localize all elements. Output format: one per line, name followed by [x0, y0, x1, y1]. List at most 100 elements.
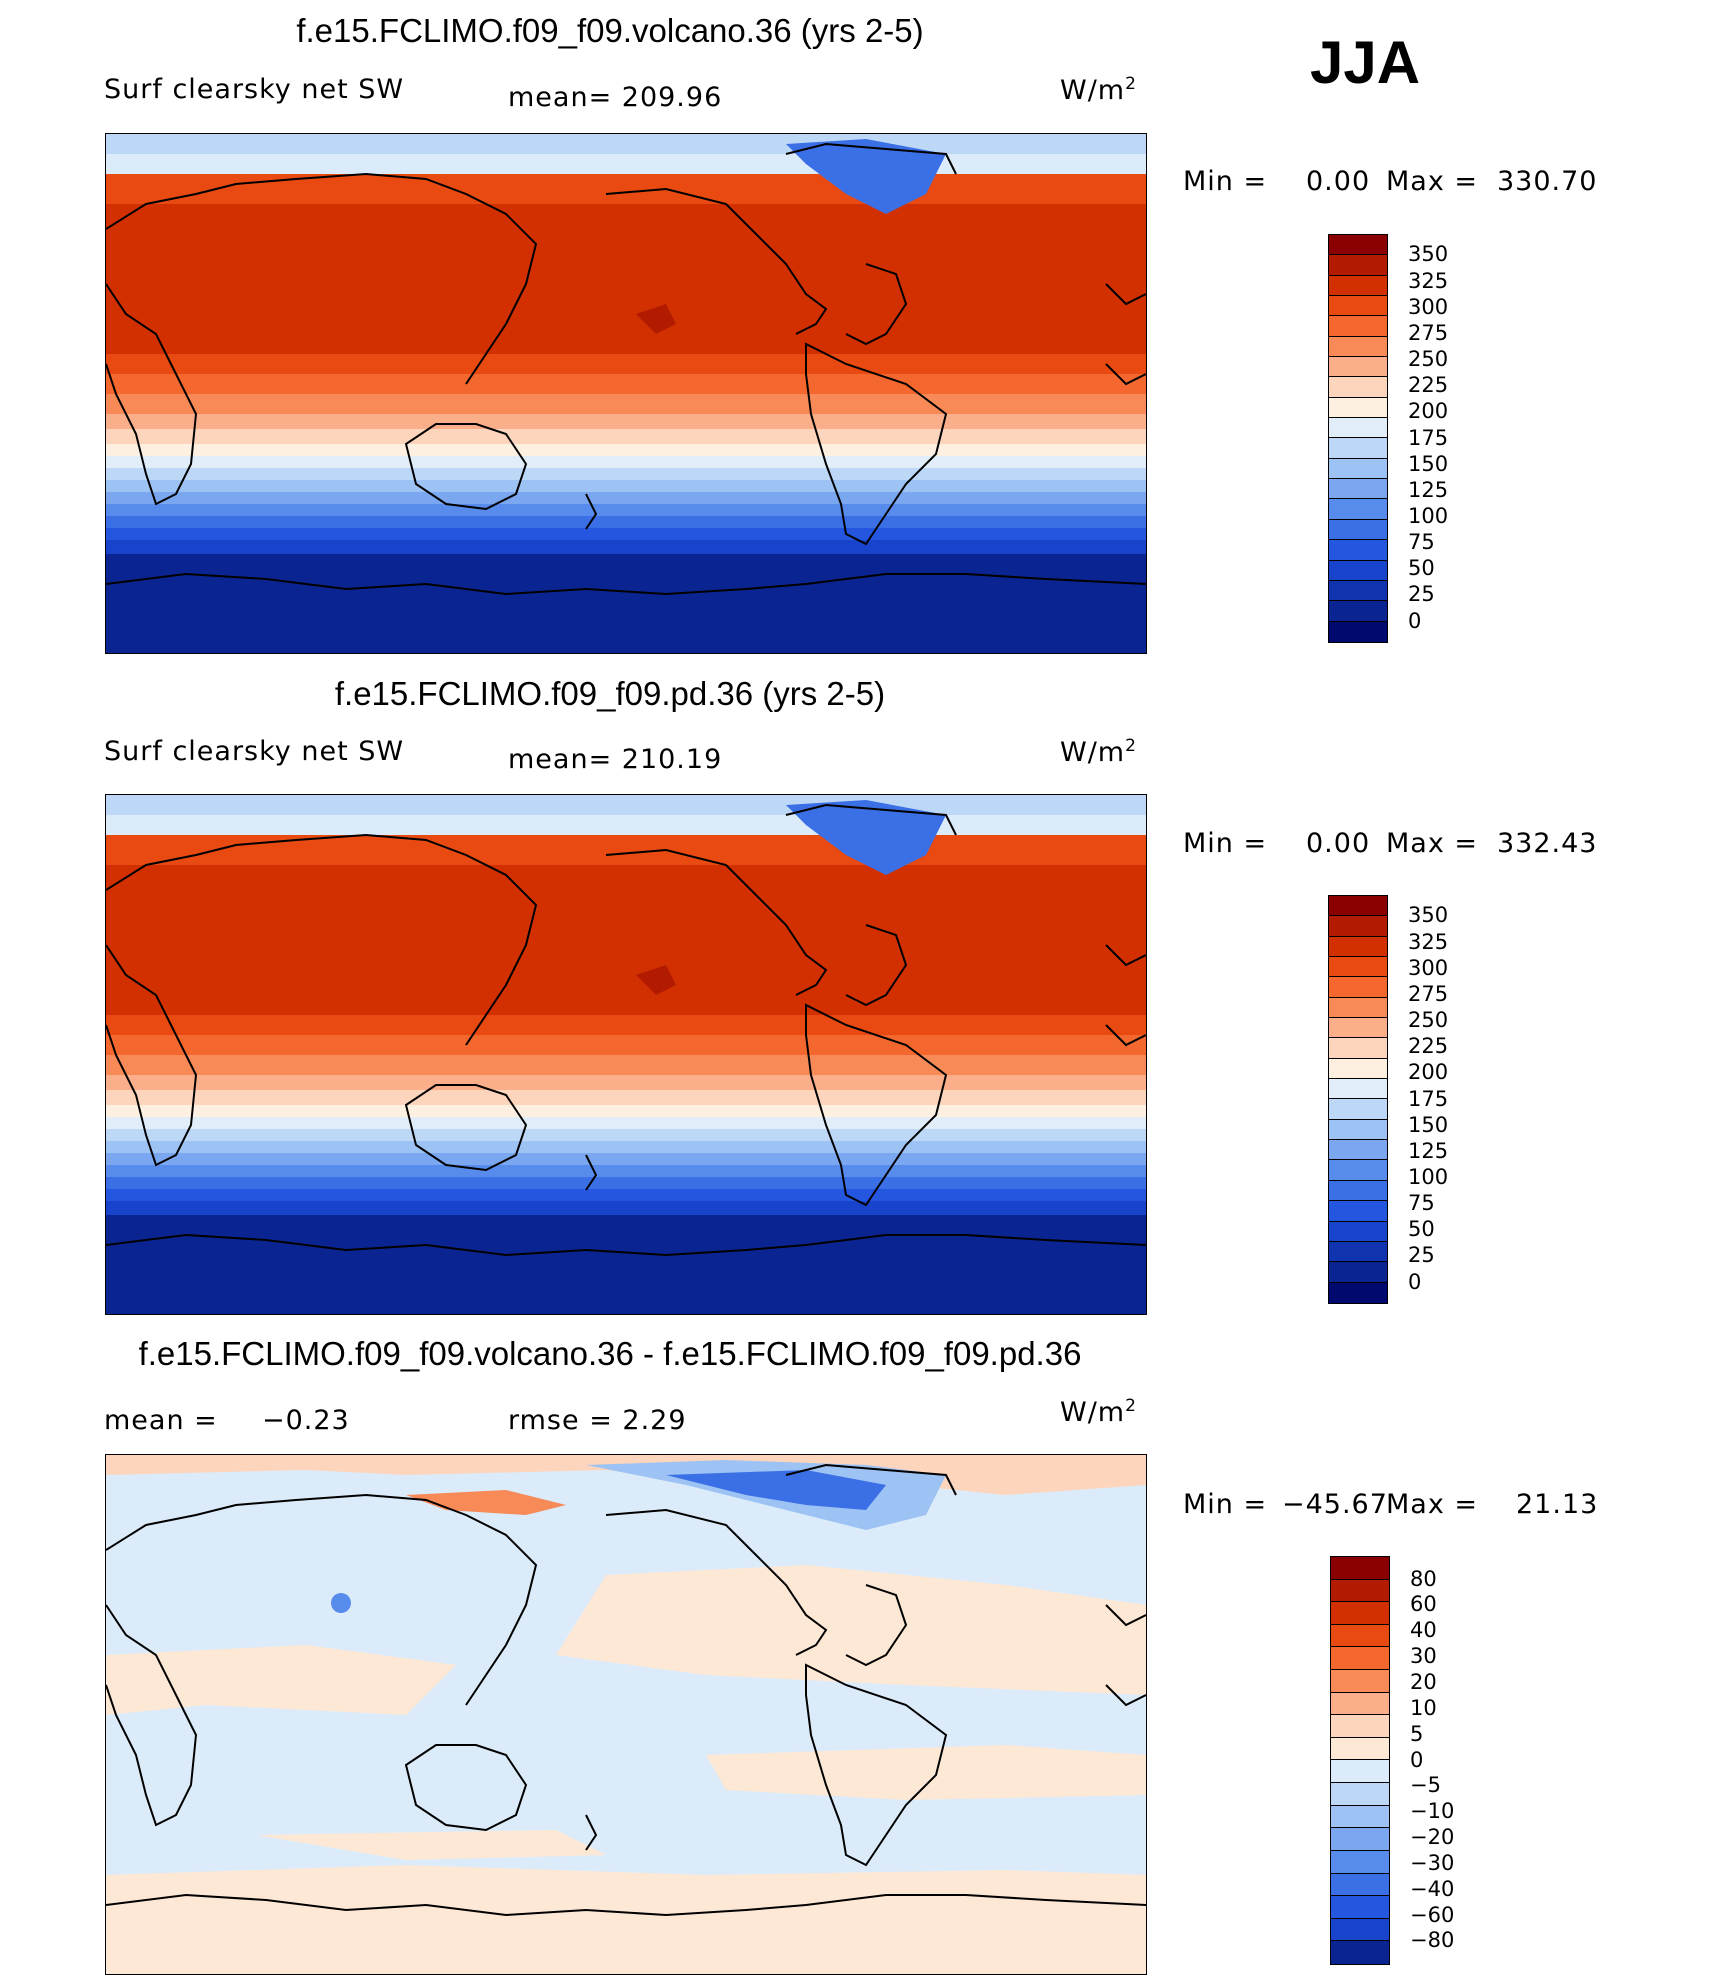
colorbar-label: −5 — [1410, 1773, 1441, 1798]
colorbar-segment — [1331, 1624, 1389, 1648]
panel3-max-label: Max = — [1386, 1489, 1479, 1520]
colorbar-segment — [1329, 1058, 1387, 1080]
panel2-colorbar — [1328, 895, 1388, 1304]
panel3-max-value: 21.13 — [1516, 1489, 1599, 1520]
colorbar-label: 150 — [1408, 451, 1449, 476]
colorbar-label: 150 — [1408, 1112, 1449, 1137]
colorbar-label: 175 — [1408, 1086, 1449, 1111]
panel3-min-label: Min = — [1183, 1489, 1268, 1520]
colorbar-segment — [1329, 1262, 1387, 1283]
colorbar-label: 100 — [1408, 503, 1449, 528]
colorbar-segment — [1331, 1873, 1389, 1897]
colorbar-segment — [1329, 438, 1387, 459]
colorbar-segment — [1329, 1201, 1387, 1222]
panel1-variable: Surf clearsky net SW — [104, 74, 405, 105]
panel1-units: W/m2 — [1060, 74, 1137, 106]
colorbar-label: 300 — [1408, 294, 1449, 319]
colorbar-label: 10 — [1410, 1695, 1437, 1720]
panel2-max-value: 332.43 — [1497, 828, 1598, 859]
panel3-map-graphic — [106, 1455, 1146, 1974]
colorbar-label: −40 — [1410, 1876, 1455, 1901]
colorbar-segment — [1329, 418, 1387, 439]
colorbar-segment — [1329, 336, 1387, 358]
colorbar-label: 275 — [1408, 320, 1449, 345]
colorbar-label: 0 — [1410, 1747, 1424, 1772]
colorbar-segment — [1329, 997, 1387, 1019]
panel1-map-graphic — [106, 134, 1146, 653]
panel2-mean: mean= 210.19 — [508, 744, 723, 775]
colorbar-label: 225 — [1408, 1034, 1449, 1059]
colorbar-label: 40 — [1410, 1618, 1437, 1643]
colorbar-segment — [1331, 1715, 1389, 1738]
panel2-title: f.e15.FCLIMO.f09_f09.pd.36 (yrs 2-5) — [334, 675, 886, 712]
colorbar-label: −10 — [1410, 1799, 1455, 1824]
colorbar-label: 325 — [1408, 268, 1449, 293]
colorbar-label: 80 — [1410, 1566, 1437, 1591]
colorbar-segment — [1329, 1160, 1387, 1181]
colorbar-segment — [1331, 1557, 1389, 1580]
colorbar-segment — [1329, 316, 1387, 337]
colorbar-segment — [1329, 458, 1387, 480]
colorbar-label: 5 — [1410, 1721, 1424, 1746]
colorbar-label: 275 — [1408, 981, 1449, 1006]
colorbar-segment — [1329, 1099, 1387, 1120]
panel2-max-label: Max = — [1386, 828, 1479, 859]
panel1-min-value: 0.00 — [1306, 166, 1371, 197]
colorbar-segment — [1329, 235, 1387, 256]
colorbar-label: 0 — [1408, 1269, 1422, 1294]
colorbar-label: −20 — [1410, 1825, 1455, 1850]
colorbar-label: −60 — [1410, 1902, 1455, 1927]
colorbar-label: 75 — [1408, 530, 1435, 555]
colorbar-segment — [1329, 479, 1387, 500]
colorbar-label: 60 — [1410, 1592, 1437, 1617]
colorbar-segment — [1329, 1079, 1387, 1100]
panel3-map — [105, 1454, 1147, 1975]
colorbar-segment — [1329, 1140, 1387, 1161]
colorbar-label: 20 — [1410, 1669, 1437, 1694]
colorbar-segment — [1331, 1579, 1389, 1603]
colorbar-segment — [1331, 1941, 1389, 1964]
colorbar-segment — [1331, 1805, 1389, 1829]
panel1-colorbar — [1328, 234, 1388, 643]
colorbar-label: 50 — [1408, 556, 1435, 581]
colorbar-label: 225 — [1408, 373, 1449, 398]
colorbar-label: 125 — [1408, 477, 1449, 502]
colorbar-segment — [1329, 519, 1387, 541]
colorbar-segment — [1329, 397, 1387, 419]
colorbar-segment — [1329, 540, 1387, 561]
colorbar-label: 100 — [1408, 1164, 1449, 1189]
panel3-rmse: rmse = 2.29 — [508, 1405, 687, 1436]
colorbar-segment — [1329, 560, 1387, 581]
panel2-map-graphic — [106, 795, 1146, 1314]
panel1-mean: mean= 209.96 — [508, 82, 723, 113]
colorbar-segment — [1329, 499, 1387, 520]
panel3-units: W/m2 — [1060, 1396, 1137, 1428]
colorbar-segment — [1329, 1018, 1387, 1039]
colorbar-segment — [1331, 1828, 1389, 1851]
colorbar-label: 325 — [1408, 929, 1449, 954]
panel1-max-value: 330.70 — [1497, 166, 1598, 197]
colorbar-segment — [1331, 1850, 1389, 1874]
colorbar-label: 50 — [1408, 1217, 1435, 1242]
panel1-title: f.e15.FCLIMO.f09_f09.volcano.36 (yrs 2-5… — [296, 12, 924, 49]
colorbar-segment — [1331, 1737, 1389, 1761]
colorbar-segment — [1329, 1119, 1387, 1141]
panel3-mean-label: mean = — [104, 1405, 218, 1436]
colorbar-segment — [1329, 896, 1387, 917]
colorbar-segment — [1329, 977, 1387, 998]
panel3-title: f.e15.FCLIMO.f09_f09.volcano.36 - f.e15.… — [138, 1335, 1082, 1372]
colorbar-segment — [1331, 1783, 1389, 1806]
colorbar-label: 25 — [1408, 582, 1435, 607]
colorbar-segment — [1331, 1896, 1389, 1919]
colorbar-label: 200 — [1408, 1060, 1449, 1085]
colorbar-segment — [1329, 377, 1387, 398]
colorbar-label: 0 — [1408, 608, 1422, 633]
colorbar-label: −30 — [1410, 1850, 1455, 1875]
panel1-min-label: Min = — [1183, 166, 1268, 197]
colorbar-segment — [1329, 275, 1387, 297]
colorbar-segment — [1331, 1670, 1389, 1693]
colorbar-label: 30 — [1410, 1644, 1437, 1669]
colorbar-label: 350 — [1408, 903, 1449, 928]
panel3-mean-value: −0.23 — [262, 1405, 350, 1436]
colorbar-segment — [1329, 916, 1387, 937]
